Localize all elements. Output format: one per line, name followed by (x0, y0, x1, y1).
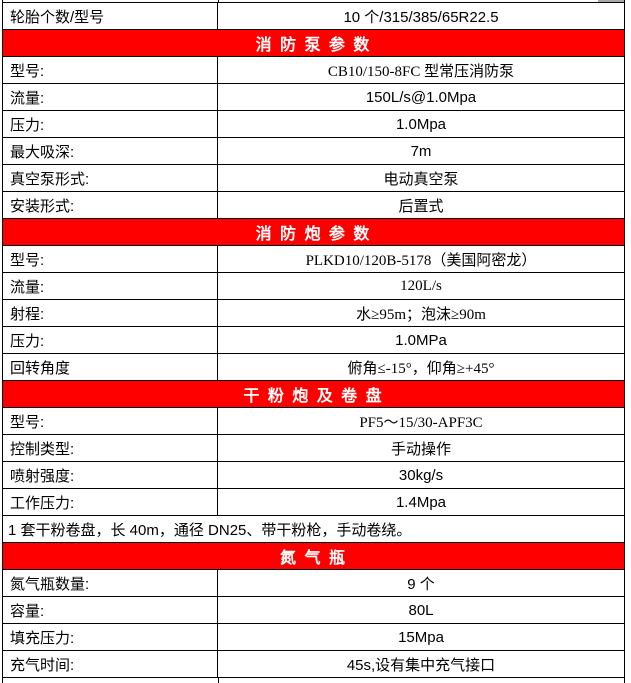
row-label: 工作压力: (3, 489, 218, 515)
table-row-reel-note: 1 套干粉卷盘，长 40m，通径 DN25、带干粉枪，手动卷绕。 (3, 516, 624, 543)
table-row-rotation-angle: 回转角度 俯角≤-15°，仰角≥+45° (3, 354, 624, 381)
table-row-cylinder-count: 氮气瓶数量: 9 个 (3, 570, 624, 597)
section-title: 消 防 炮 参 数 (255, 226, 372, 243)
note-text: 1 套干粉卷盘，长 40m，通径 DN25、带干粉枪，手动卷绕。 (8, 521, 412, 539)
cut-row-bottom-divider (218, 678, 219, 683)
row-value: 9 个 (407, 575, 435, 593)
row-label: 填充压力: (3, 624, 218, 650)
table-row-pump-flow: 流量: 150L/s@1.0Mpa (3, 84, 624, 111)
section-header-pump: 消 防 泵 参 数 (3, 30, 624, 57)
row-value: 后置式 (398, 197, 444, 215)
row-value: 10 个/315/385/65R22.5 (343, 8, 499, 26)
table-row-control-type: 控制类型: 手动操作 (3, 435, 624, 462)
row-label: 充气时间: (3, 651, 218, 677)
row-label: 压力: (3, 327, 218, 353)
row-value: 120L/s (400, 277, 442, 294)
row-label: 轮胎个数/型号 (3, 3, 218, 29)
section-title: 干 粉 炮 及 卷 盘 (243, 388, 384, 405)
row-label: 流量: (3, 273, 218, 299)
row-label: 射程: (3, 300, 218, 326)
cut-row-bottom (2, 678, 625, 683)
table-row-fill-pressure: 填充压力: 15Mpa (3, 624, 624, 651)
row-label: 型号: (3, 246, 218, 272)
row-label: 回转角度 (3, 354, 218, 380)
section-header-nitrogen: 氮 气 瓶 (3, 543, 624, 570)
row-label: 控制类型: (3, 435, 218, 461)
row-value: 水≥95m；泡沫≥90m (356, 306, 486, 323)
section-title: 消 防 泵 参 数 (255, 37, 372, 54)
row-value: 1.0Mpa (395, 115, 447, 133)
row-label: 安装形式: (3, 192, 218, 218)
table-row-tire: 轮胎个数/型号 10 个/315/385/65R22.5 (3, 3, 624, 30)
row-value: 7m (410, 142, 432, 160)
row-value: 手动操作 (390, 440, 451, 458)
table-row-install-type: 安装形式: 后置式 (3, 192, 624, 219)
row-value: PF5～15/30-APF3C (359, 414, 483, 431)
cut-row-top-right-border (624, 0, 625, 3)
table-row-working-pressure: 工作压力: 1.4Mpa (3, 489, 624, 516)
section-header-powder: 干 粉 炮 及 卷 盘 (3, 381, 624, 408)
row-value: 1.4Mpa (395, 493, 447, 511)
row-label: 压力: (3, 111, 218, 137)
row-value: 1.0MPa (395, 331, 447, 349)
section-header-monitor: 消 防 炮 参 数 (3, 219, 624, 246)
row-value: 15Mpa (398, 628, 444, 646)
table-row-range: 射程: 水≥95m；泡沫≥90m (3, 300, 624, 327)
cut-row-top-divider (218, 0, 219, 3)
row-label: 容量: (3, 597, 218, 623)
row-label: 喷射强度: (3, 462, 218, 488)
row-value: 30kg/s (398, 466, 444, 484)
row-label: 型号: (3, 408, 218, 434)
cut-row-top-right-tick (598, 0, 624, 2)
table-row-capacity: 容量: 80L (3, 597, 624, 624)
row-value: 电动真空泵 (383, 170, 459, 188)
row-value: 80L (408, 601, 434, 619)
cut-row-top-left-border (2, 0, 3, 3)
row-value: 45s,设有集中充气接口 (346, 656, 496, 674)
table-row-vacuum-pump-type: 真空泵形式: 电动真空泵 (3, 165, 624, 192)
table-row-powder-model: 型号: PF5～15/30-APF3C (3, 408, 624, 435)
table-row-pump-model: 型号: CB10/150-8FC 型常压消防泵 (3, 57, 624, 84)
table-row-suction-depth: 最大吸深: 7m (3, 138, 624, 165)
table-row-monitor-model: 型号: PLKD10/120B-5178（美国阿密龙） (3, 246, 624, 273)
row-value: 150L/s@1.0Mpa (365, 88, 477, 106)
row-label: 最大吸深: (3, 138, 218, 164)
row-label: 流量: (3, 84, 218, 110)
row-value: PLKD10/120B-5178（美国阿密龙） (305, 252, 537, 269)
row-label: 真空泵形式: (3, 165, 218, 191)
table-row-monitor-pressure: 压力: 1.0MPa (3, 327, 624, 354)
spec-table: 轮胎个数/型号 10 个/315/385/65R22.5 消 防 泵 参 数 型… (2, 2, 625, 678)
row-value: 俯角≤-15°，仰角≥+45° (347, 360, 495, 377)
section-title: 氮 气 瓶 (280, 550, 347, 567)
row-label: 氮气瓶数量: (3, 570, 218, 596)
row-label: 型号: (3, 57, 218, 83)
row-value: CB10/150-8FC 型常压消防泵 (327, 63, 515, 80)
table-row-monitor-flow: 流量: 120L/s (3, 273, 624, 300)
table-row-spray-rate: 喷射强度: 30kg/s (3, 462, 624, 489)
table-row-pump-pressure: 压力: 1.0Mpa (3, 111, 624, 138)
table-row-inflation-time: 充气时间: 45s,设有集中充气接口 (3, 651, 624, 678)
